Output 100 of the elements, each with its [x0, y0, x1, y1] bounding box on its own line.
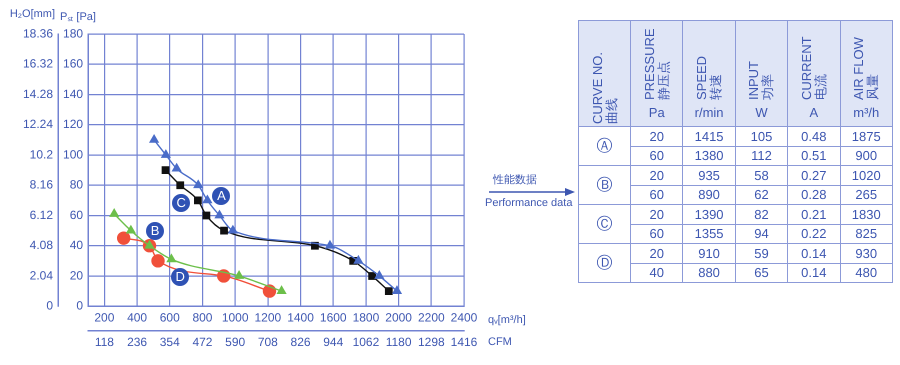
- text: 62: [754, 187, 769, 202]
- annotation: D: [171, 268, 190, 286]
- text: 0.14: [801, 265, 826, 280]
- point: [202, 212, 210, 220]
- text: 性能数据: [492, 173, 538, 187]
- x-tick-label: 2000: [385, 310, 412, 325]
- point: [214, 210, 224, 218]
- x-tick-label: 800: [192, 310, 213, 325]
- x-axis-title: qᵥ[m³/h]: [488, 314, 526, 326]
- text: 480: [855, 265, 878, 280]
- x2-tick-label: 826: [290, 335, 311, 350]
- y-tick-label: 160: [63, 56, 84, 71]
- x2-tick-label: 708: [258, 335, 278, 350]
- text: 1875: [852, 128, 881, 144]
- x-tick-label: 1000: [222, 310, 249, 325]
- point: [176, 181, 184, 190]
- x-tick-label: 400: [127, 310, 148, 325]
- y-tick-label: 60: [70, 208, 84, 222]
- annotation: A: [212, 186, 230, 205]
- text: 112: [751, 148, 772, 164]
- y-tick-label: 80: [70, 178, 84, 192]
- text: Ⓓ: [596, 254, 613, 272]
- point: [149, 134, 159, 143]
- text: 1830: [852, 206, 881, 222]
- y2-tick-label: 12.24: [23, 117, 54, 132]
- y2-axis-title: H₂O[mm]: [10, 8, 56, 20]
- text: 20: [650, 128, 664, 144]
- text: 1415: [694, 128, 724, 144]
- x-tick-label: 2400: [450, 310, 478, 325]
- point: [172, 163, 182, 172]
- text: 825: [855, 226, 878, 242]
- point: [384, 287, 393, 295]
- x-tick-label: 1200: [254, 310, 282, 325]
- text: 1390: [694, 206, 724, 222]
- category-label: INPUT 功率 W: [745, 61, 776, 122]
- point: [354, 256, 364, 264]
- category-label: AIR FLOW 风量 m³/h: [850, 37, 882, 122]
- text: 59: [754, 246, 769, 261]
- text: 910: [698, 246, 720, 261]
- x2-tick-label: 472: [192, 335, 213, 350]
- x2-tick-label: 1180: [386, 335, 412, 350]
- text: 930: [855, 246, 878, 261]
- text: Performance data: [485, 197, 574, 209]
- text: 82: [754, 206, 769, 222]
- y2-tick-label: 0: [46, 298, 54, 313]
- x2-tick-label: 1062: [352, 335, 380, 350]
- text: 65: [754, 265, 769, 280]
- point: [392, 286, 402, 294]
- text: 0.21: [801, 206, 826, 222]
- point: [276, 286, 286, 294]
- y2-tick-label: 4.08: [30, 238, 54, 252]
- point: [126, 225, 136, 234]
- text: 105: [750, 128, 772, 144]
- point: [151, 254, 165, 268]
- point: [220, 226, 228, 234]
- x-tick-label: 1600: [320, 310, 347, 325]
- text: 20: [650, 168, 664, 183]
- text: 0.22: [801, 226, 826, 242]
- y-tick-label: 0: [76, 298, 84, 313]
- point: [166, 254, 176, 262]
- text: 60: [650, 148, 664, 164]
- x2-tick-label: 944: [323, 335, 344, 350]
- category-label: SPEED 转速 r/min: [693, 56, 725, 122]
- point: [374, 270, 384, 279]
- text: 40: [650, 265, 664, 280]
- y2-tick-label: 6.12: [30, 208, 54, 222]
- text: 0.51: [801, 148, 826, 164]
- point: [325, 240, 335, 249]
- x2-tick-label: 354: [160, 335, 180, 350]
- y2-tick-label: 8.16: [30, 178, 54, 192]
- y2-tick-label: 10.2: [30, 147, 54, 162]
- point: [368, 272, 376, 280]
- annotation: B: [146, 222, 164, 240]
- x2-tick-label: 1416: [450, 335, 478, 350]
- point: [194, 196, 202, 204]
- x2-tick-label: 590: [225, 335, 246, 350]
- y-tick-label: 180: [63, 26, 84, 40]
- text: 1355: [694, 226, 724, 242]
- point: [110, 208, 119, 217]
- text: 94: [754, 226, 769, 242]
- text: 60: [650, 226, 664, 242]
- point: [162, 166, 170, 174]
- text: 1380: [694, 148, 724, 164]
- category-label: CURVE NO. 曲线: [590, 52, 619, 124]
- point: [161, 150, 170, 158]
- x2-tick-label: 1298: [418, 335, 445, 350]
- point: [194, 180, 203, 188]
- y-tick-label: 20: [70, 268, 84, 282]
- y2-tick-label: 16.32: [23, 56, 54, 71]
- text: 935: [698, 168, 720, 183]
- text: 20: [650, 206, 664, 222]
- x-tick-label: 200: [94, 310, 115, 325]
- point: [228, 225, 238, 234]
- text: 60: [650, 187, 664, 202]
- text: 0.48: [801, 128, 826, 144]
- text: 58: [754, 168, 769, 183]
- text: Ⓐ: [596, 138, 613, 154]
- text: 265: [855, 187, 878, 202]
- text: 0.28: [801, 187, 826, 202]
- y2-tick-label: 2.04: [30, 268, 54, 282]
